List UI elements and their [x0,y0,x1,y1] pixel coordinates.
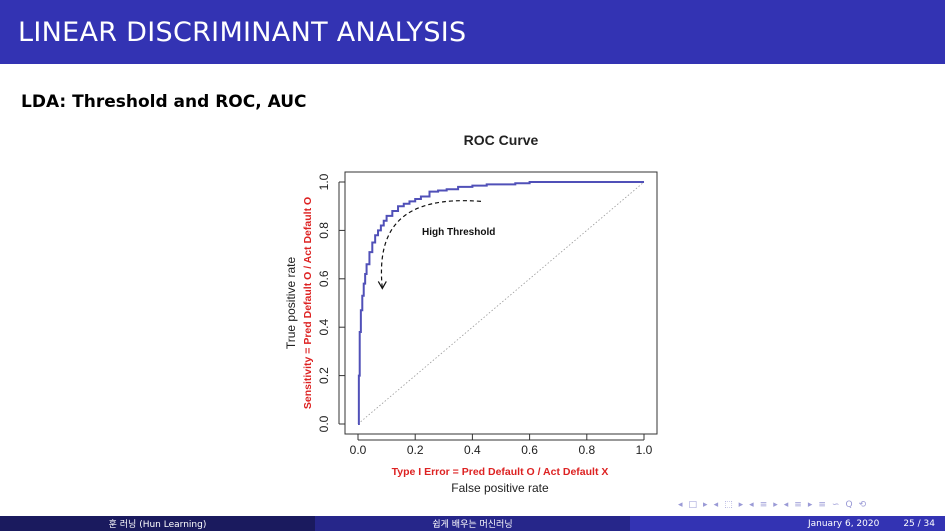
nav-icon[interactable]: ◂ [713,500,719,510]
nav-icon[interactable]: ▸ [773,500,778,510]
y-axis-label-red: Sensitivity = Pred Default O / Act Defau… [302,197,314,409]
nav-icon[interactable]: ◂ [783,500,789,510]
x-tick-label: 1.0 [636,443,653,457]
nav-icon[interactable]: ∽ [831,500,840,510]
plot-frame [344,171,658,435]
threshold-arrow [380,200,482,289]
roc-curve [357,181,644,425]
y-tick-label: 0.8 [317,222,331,239]
title-bar: LINEAR DISCRIMINANT ANALYSIS [0,0,945,64]
annotation-high-threshold: High Threshold [422,227,495,238]
nav-icon[interactable]: ▸ [738,500,744,510]
nav-icon[interactable]: ≡ [818,500,826,510]
y-tick-label: 1.0 [317,173,331,190]
roc-chart: ROC Curve 0.0 0.2 0.4 0.6 0.8 1.0 0.00.20.40.… [284,132,658,495]
x-axis-label-red: Type I Error = Pred Default O / Act Defa… [392,466,609,478]
footer-page: 25 / 34 [903,518,935,529]
footer-date: January 6, 2020 [807,518,880,529]
slide-subtitle: LDA: Threshold and ROC, AUC [21,92,307,112]
chart-title: ROC Curve [464,132,539,148]
y-axis: 0.0 0.2 0.4 0.6 0.8 1.0 [317,173,345,432]
footer-author-segment: 훈 러닝 (Hun Learning) [0,516,315,531]
x-tick-label: 0.2 [407,443,424,457]
y-tick-label: 0.2 [317,367,331,384]
reference-diagonal [357,181,645,425]
nav-icon[interactable]: ◂ [678,500,683,510]
footer-course-segment: 쉽게 배우는 머신러닝 [315,516,630,531]
y-tick-label: 0.6 [317,270,331,287]
x-axis-label: False positive rate [451,481,549,495]
nav-icon[interactable]: □ [688,500,698,510]
footer: 훈 러닝 (Hun Learning) 쉽게 배우는 머신러닝 January … [0,516,945,531]
x-tick-label: 0.0 [350,443,367,457]
footer-author: 훈 러닝 (Hun Learning) [108,520,207,530]
x-tick-label: 0.8 [578,443,595,457]
nav-icon[interactable]: Q [845,500,853,510]
y-axis-label: True positive rate [284,257,298,350]
arrowhead [377,281,387,290]
nav-icon[interactable]: ▸ [703,500,708,510]
nav-icon[interactable]: ≡ [759,500,768,510]
beamer-navigation[interactable]: ◂ □ ▸ ◂ ⬚ ▸ ◂ ≡ ▸ ◂ ≡ ▸ ≡ ∽ Q ⟲ [678,499,866,511]
nav-icon[interactable]: ⟲ [858,500,867,510]
page-title: LINEAR DISCRIMINANT ANALYSIS [18,16,467,48]
y-tick-label: 0.4 [317,319,331,336]
nav-icon[interactable]: ▸ [807,500,813,510]
nav-icon[interactable]: ≡ [794,500,802,510]
footer-course: 쉽게 배우는 머신러닝 [432,520,513,530]
x-tick-label: 0.6 [521,443,538,457]
y-tick-label: 0.0 [317,415,331,432]
nav-icon[interactable]: ◂ [749,500,754,510]
x-axis: 0.0 0.2 0.4 0.6 0.8 1.0 [350,434,653,457]
footer-date-segment: January 6, 2020 25 / 34 [630,516,945,531]
nav-icon[interactable]: ⬚ [724,500,733,510]
x-tick-label: 0.4 [464,443,481,457]
